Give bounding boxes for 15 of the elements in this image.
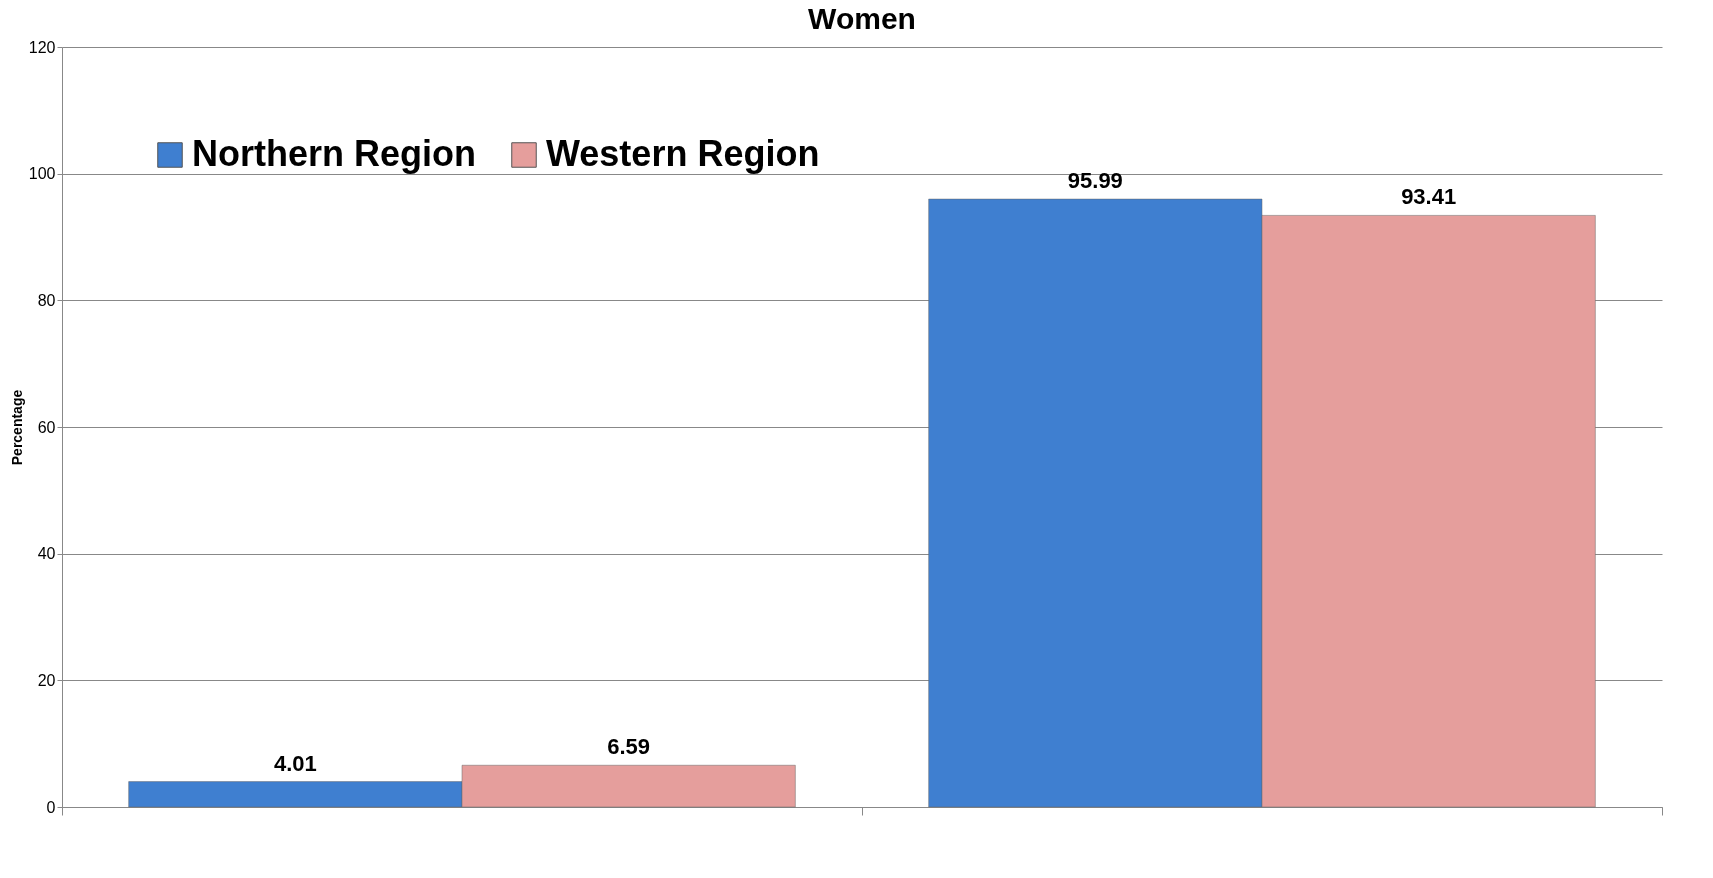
y-tick-label: 60 (37, 418, 56, 436)
chart-title: Women (808, 2, 916, 35)
y-tick-label: 40 (37, 545, 56, 563)
data-label: 93.41 (1401, 184, 1457, 210)
data-label: 4.01 (273, 750, 317, 776)
y-tick-label: 100 (28, 165, 56, 183)
data-label: 6.59 (607, 734, 651, 760)
y-axis-title: Percentage (8, 389, 25, 466)
legend-label: Northern Region (192, 133, 476, 174)
y-tick-label: 0 (46, 798, 56, 816)
y-tick-label: 80 (37, 291, 56, 309)
legend-label: Western Region (546, 133, 820, 174)
data-label: 95.99 (1067, 168, 1123, 194)
y-tick-label: 120 (28, 38, 56, 56)
y-tick-label: 20 (37, 671, 56, 689)
